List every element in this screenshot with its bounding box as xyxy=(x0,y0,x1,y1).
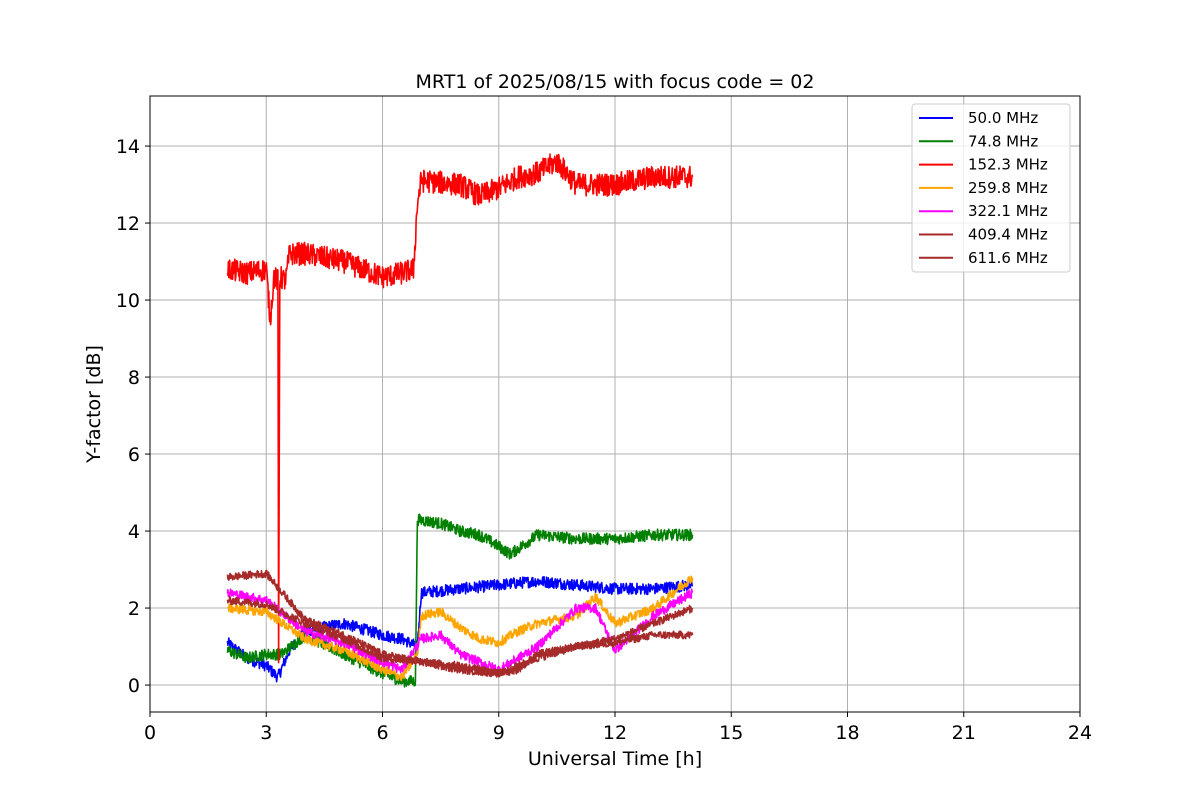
x-axis-label: Universal Time [h] xyxy=(528,748,702,770)
legend-entry: 409.4 MHz xyxy=(968,226,1048,244)
legend-entry: 74.8 MHz xyxy=(968,132,1038,150)
y-tick-label: 6 xyxy=(128,444,140,466)
x-tick-label: 18 xyxy=(835,722,859,744)
x-tick-label: 15 xyxy=(719,722,743,744)
series-line xyxy=(226,595,694,678)
y-tick-label: 0 xyxy=(128,675,140,697)
x-tick-label: 3 xyxy=(260,722,272,744)
y-tick-label: 4 xyxy=(128,521,140,543)
y-ticks: 0 2 4 6 8 10 12 14 xyxy=(116,136,150,697)
y-tick-label: 2 xyxy=(128,598,140,620)
x-tick-label: 12 xyxy=(603,722,627,744)
x-tick-label: 6 xyxy=(376,722,388,744)
y-tick-label: 12 xyxy=(116,213,140,235)
legend: 50.0 MHz 74.8 MHz 152.3 MHz 259.8 MHz 32… xyxy=(911,103,1071,273)
x-tick-label: 21 xyxy=(952,722,976,744)
series-line xyxy=(227,575,694,682)
legend-entry: 259.8 MHz xyxy=(968,179,1048,197)
legend-entry: 611.6 MHz xyxy=(968,249,1048,267)
series-line xyxy=(226,588,694,675)
x-tick-label: 9 xyxy=(493,722,505,744)
legend-box xyxy=(911,103,1071,273)
series-layer xyxy=(226,153,694,688)
legend-entry: 50.0 MHz xyxy=(968,109,1038,127)
y-tick-label: 10 xyxy=(116,290,140,312)
chart-title: MRT1 of 2025/08/15 with focus code = 02 xyxy=(416,71,815,93)
y-tick-label: 8 xyxy=(128,367,140,389)
series-line xyxy=(226,153,694,664)
x-tick-label: 0 xyxy=(144,722,156,744)
y-axis-label: Y-factor [dB] xyxy=(83,345,105,464)
legend-entry: 322.1 MHz xyxy=(968,202,1048,220)
legend-entry: 152.3 MHz xyxy=(968,156,1048,174)
x-tick-label: 24 xyxy=(1068,722,1092,744)
y-tick-label: 14 xyxy=(116,136,140,158)
x-ticks: 0 3 6 9 12 15 18 21 24 xyxy=(144,712,1092,744)
